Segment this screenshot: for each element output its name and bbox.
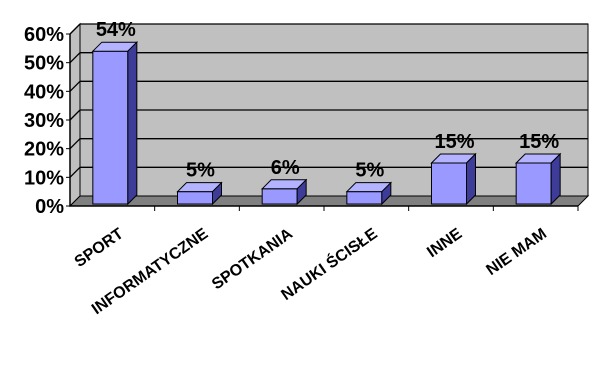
bar bbox=[177, 191, 213, 205]
gridline-depth bbox=[69, 138, 81, 150]
data-label: 15% bbox=[519, 131, 559, 153]
data-label: 5% bbox=[186, 160, 215, 182]
gridline-depth bbox=[69, 23, 81, 35]
y-tick-label: 30% bbox=[24, 110, 64, 132]
bars bbox=[91, 40, 562, 206]
bar-side bbox=[212, 181, 222, 206]
data-label: 6% bbox=[271, 157, 300, 179]
category-label: SPORT bbox=[72, 225, 127, 271]
data-label: 54% bbox=[96, 19, 136, 41]
category-label: INNE bbox=[424, 225, 465, 261]
y-tick-label: 50% bbox=[24, 53, 64, 75]
plot-walls bbox=[68, 22, 590, 208]
gridline-depth bbox=[69, 166, 81, 178]
bar bbox=[346, 191, 383, 205]
bar bbox=[431, 162, 467, 205]
y-tick-label: 40% bbox=[24, 81, 64, 103]
bar bbox=[261, 188, 298, 205]
data-labels: 54% 5% 6% 5% 15% 15% bbox=[96, 19, 560, 181]
y-tick-label: 60% bbox=[24, 24, 64, 46]
y-tick-labels: 0% 10% 20% 30% 40% 50% 60% bbox=[24, 24, 70, 218]
floor bbox=[68, 195, 590, 207]
bar-side bbox=[127, 40, 138, 206]
bar bbox=[92, 50, 129, 205]
category-label: SPOTKANIA bbox=[209, 225, 296, 293]
category-label: NIE MAM bbox=[483, 225, 550, 279]
y-tick-label: 10% bbox=[24, 167, 64, 189]
data-label: 15% bbox=[434, 131, 474, 153]
gridline-depth bbox=[69, 52, 81, 64]
bar-side bbox=[466, 152, 476, 206]
bar-side bbox=[296, 178, 307, 206]
bar-side bbox=[381, 181, 392, 206]
y-tick-label: 20% bbox=[24, 139, 64, 161]
data-label: 5% bbox=[355, 160, 384, 182]
y-tick-label: 0% bbox=[35, 196, 64, 218]
gridlines bbox=[69, 23, 588, 178]
gridline-depth bbox=[69, 109, 81, 121]
bar-side bbox=[550, 152, 561, 206]
bar bbox=[515, 162, 552, 205]
gridline-depth bbox=[69, 80, 81, 92]
